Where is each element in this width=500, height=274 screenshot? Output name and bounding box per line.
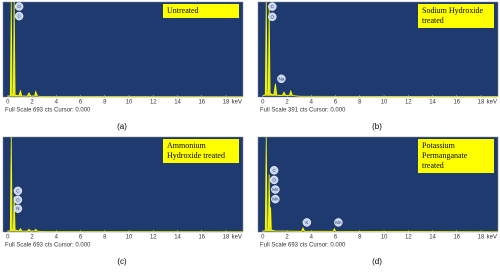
x-tick-label: 0 — [261, 235, 265, 241]
label-box: Untreated — [163, 4, 239, 18]
x-tick-label: 6 — [79, 100, 83, 106]
peak-label: C — [271, 4, 275, 9]
footer: Full Scale 391 cts Cursor: 0.000 — [260, 108, 346, 114]
spectrum — [262, 137, 498, 232]
x-tick-label: 4 — [310, 100, 314, 106]
x-tick-label: 12 — [405, 235, 412, 241]
peak-label: N — [16, 206, 19, 211]
spectrum — [7, 2, 243, 97]
peak-marker — [302, 218, 312, 227]
peak-marker — [269, 175, 279, 185]
x-tick-label: 10 — [126, 235, 133, 241]
x-tick-label: 8 — [103, 100, 107, 106]
peak-marker — [13, 204, 23, 213]
footer: Full Scale 693 cts Cursor: 0.000 — [260, 243, 346, 249]
peak-label: O — [16, 197, 20, 202]
peak-label: Mn — [272, 197, 279, 202]
label-box: Sodium Hydroxide treated — [418, 4, 494, 28]
x-unit: keV — [487, 100, 497, 106]
peak-label: O — [17, 4, 21, 9]
x-tick-label: 16 — [453, 100, 460, 106]
peak-label: C — [272, 168, 276, 173]
x-tick-label: 2 — [285, 235, 289, 241]
peak-marker — [269, 166, 279, 175]
peak-marker — [14, 2, 24, 11]
x-tick-label: 10 — [381, 235, 388, 241]
x-tick-label: 12 — [150, 235, 157, 241]
peak-label: O — [272, 177, 276, 182]
peak-marker — [334, 218, 343, 227]
peak-marker — [13, 186, 23, 196]
peak-marker — [13, 195, 23, 205]
x-tick-label: 12 — [405, 100, 412, 106]
peak-label: C — [17, 14, 21, 19]
caption: (a) — [117, 122, 127, 131]
peak-marker — [271, 185, 280, 194]
x-unit: keV — [232, 235, 242, 241]
x-unit: keV — [232, 100, 242, 106]
x-tick-label: 18 — [478, 100, 485, 106]
x-tick-label: 2 — [30, 235, 34, 241]
x-tick-label: 16 — [453, 235, 460, 241]
peak-marker — [268, 2, 277, 11]
spectrum — [262, 2, 498, 97]
x-tick-label: 8 — [358, 235, 362, 241]
x-tick-label: 18 — [223, 100, 230, 106]
x-tick-label: 4 — [55, 235, 59, 241]
x-tick-label: 0 — [6, 100, 10, 106]
x-tick-label: 16 — [198, 235, 205, 241]
label-box: Ammonium Hydroxide treated — [163, 139, 239, 163]
x-tick-label: 12 — [150, 100, 157, 106]
x-tick-label: 18 — [223, 235, 230, 241]
x-tick-label: 2 — [30, 100, 34, 106]
caption: (c) — [117, 257, 127, 266]
x-tick-label: 14 — [429, 100, 436, 106]
x-tick-label: 6 — [334, 100, 338, 106]
x-tick-label: 4 — [55, 100, 59, 106]
spectrum — [7, 137, 243, 232]
x-tick-label: 0 — [6, 235, 10, 241]
caption: (b) — [372, 122, 382, 131]
x-tick-label: 10 — [126, 100, 133, 106]
x-tick-label: 16 — [198, 100, 205, 106]
peak-label: Mn — [335, 220, 342, 225]
peak-label: Mn — [272, 187, 279, 192]
peak-marker — [268, 12, 277, 22]
peak-label: K — [305, 220, 308, 225]
x-tick-label: 4 — [310, 235, 314, 241]
x-tick-label: 14 — [174, 235, 181, 241]
x-tick-label: 0 — [261, 100, 265, 106]
peak-marker — [271, 194, 280, 204]
caption: (d) — [372, 257, 382, 266]
peak-label: O — [271, 14, 275, 19]
x-tick-label: 6 — [79, 235, 83, 241]
x-tick-label: 14 — [429, 235, 436, 241]
x-tick-label: 8 — [103, 235, 107, 241]
label-box: Potassium Permanganate treated — [418, 139, 494, 173]
x-tick-label: 6 — [334, 235, 338, 241]
peak-marker — [277, 74, 286, 84]
footer: Full Scale 693 cts Cursor: 0.000 — [5, 243, 91, 249]
x-unit: keV — [487, 235, 497, 241]
x-tick-label: 10 — [381, 100, 388, 106]
x-tick-label: 2 — [285, 100, 289, 106]
x-tick-label: 8 — [358, 100, 362, 106]
peak-marker — [14, 11, 24, 21]
peak-label: Na — [279, 76, 285, 81]
x-tick-label: 18 — [478, 235, 485, 241]
footer: Full Scale 693 cts Cursor: 0.000 — [5, 108, 91, 114]
peak-label: C — [16, 188, 20, 193]
x-tick-label: 14 — [174, 100, 181, 106]
